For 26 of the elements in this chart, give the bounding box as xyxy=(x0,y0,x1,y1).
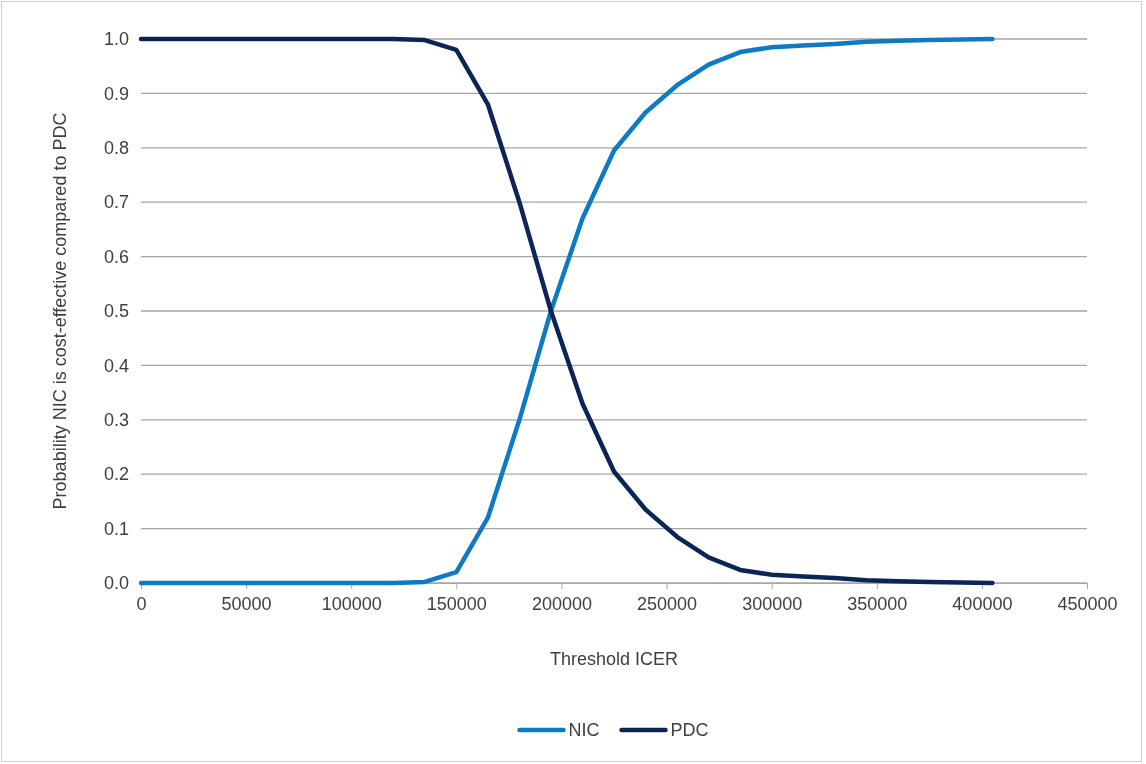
legend-label: PDC xyxy=(670,720,709,740)
y-tick-label: 0.3 xyxy=(103,410,129,431)
legend-label: NIC xyxy=(568,720,600,740)
x-tick-label: 200000 xyxy=(531,594,592,614)
y-tick-label: 0.6 xyxy=(103,246,129,267)
x-tick-label: 250000 xyxy=(637,594,698,614)
y-tick-label: 0.9 xyxy=(103,83,129,104)
x-tick-label: 350000 xyxy=(847,594,908,614)
y-tick-label: 0.4 xyxy=(103,355,129,376)
x-tick-label: 150000 xyxy=(426,594,487,614)
y-tick-label: 0.8 xyxy=(103,138,129,159)
x-tick-label: 300000 xyxy=(742,594,803,614)
x-tick-label: 0 xyxy=(136,594,147,614)
x-tick-label: 100000 xyxy=(321,594,382,614)
y-tick-label: 0.2 xyxy=(103,464,129,485)
y-axis-title: Probability NIC is cost-effective compared to PDC xyxy=(50,112,70,510)
y-tick-label: 1.0 xyxy=(103,29,129,50)
y-tick-label: 0.5 xyxy=(103,301,129,322)
line-series xyxy=(138,36,995,586)
y-tick-label: 0.1 xyxy=(103,518,129,539)
x-tick-label: 400000 xyxy=(952,594,1013,614)
x-tick-label: 450000 xyxy=(1057,594,1118,614)
y-tick-label: 0.7 xyxy=(103,192,129,213)
x-axis-title: Threshold ICER xyxy=(549,649,679,669)
y-tick-label: 0.0 xyxy=(103,573,129,594)
x-tick-label: 50000 xyxy=(221,594,272,614)
